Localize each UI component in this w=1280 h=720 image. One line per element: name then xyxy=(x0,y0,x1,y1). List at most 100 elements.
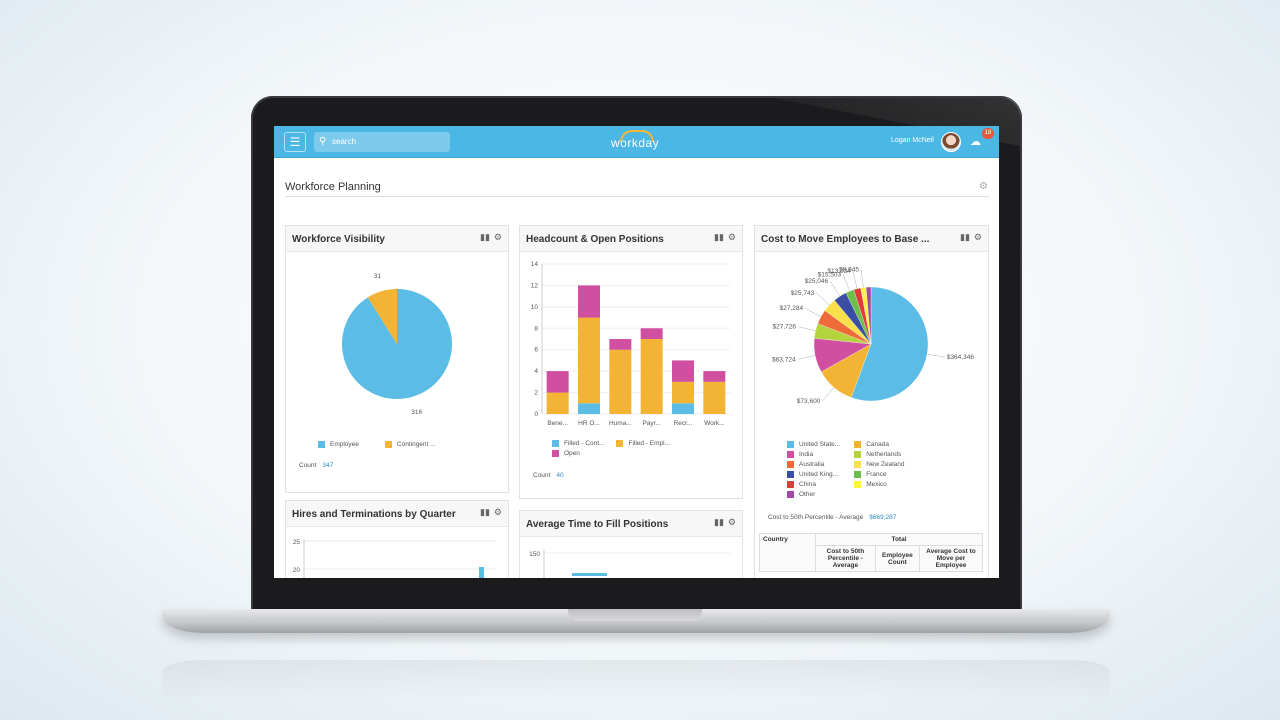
bar-segment[interactable] xyxy=(672,403,694,414)
col-average-cost[interactable]: Average Cost to Move per Employee xyxy=(918,545,984,572)
chart-legend: Filled - Cont... Filled - Empl... Open xyxy=(552,438,670,458)
bar-segment[interactable] xyxy=(609,339,632,350)
bar-segment[interactable] xyxy=(672,360,694,382)
legend-label: Contingent ... xyxy=(396,440,436,448)
data-label: $9,945 xyxy=(839,267,859,274)
data-label: $25,046 xyxy=(805,278,829,285)
panel-title: Headcount & Open Positions xyxy=(526,234,664,245)
count-label: Count xyxy=(533,472,551,479)
legend-item[interactable]: United King... xyxy=(787,469,840,479)
legend-item[interactable]: Other xyxy=(787,489,840,499)
page-title: Workforce Planning xyxy=(285,181,381,193)
hamburger-icon[interactable]: ☰ xyxy=(284,132,306,152)
legend-item[interactable]: United State... xyxy=(787,439,840,449)
chart-toggle-icon[interactable]: ▮▮ xyxy=(480,507,490,517)
legend-item[interactable]: China xyxy=(787,479,840,489)
chart-toggle-icon[interactable]: ▮▮ xyxy=(714,232,724,242)
summary-value[interactable]: $669,287 xyxy=(869,514,897,521)
gear-icon[interactable]: ⚙ xyxy=(727,232,736,242)
bar-segment[interactable] xyxy=(640,328,663,339)
leader-line xyxy=(852,271,858,289)
hires-terminations-panel: Hires and Terminations by Quarter ▮▮ ⚙ 25… xyxy=(285,500,509,578)
bar-segment[interactable] xyxy=(578,285,600,318)
col-employee-count[interactable]: Employee Count xyxy=(874,545,920,572)
legend-item[interactable]: Canada xyxy=(854,439,904,449)
col-cost-50th[interactable]: Cost to 50th Percentile - Average xyxy=(815,545,876,572)
y-tick-label: 150 xyxy=(529,551,540,558)
x-tick-label: Bene... xyxy=(547,420,568,427)
data-label: $364,346 xyxy=(947,354,974,361)
legend-item-filled-cont[interactable]: Filled - Cont... xyxy=(552,438,604,448)
bar-segment[interactable] xyxy=(546,371,569,393)
legend-label: Other xyxy=(799,490,816,498)
legend-label: United King... xyxy=(799,470,839,478)
bar-segment[interactable] xyxy=(703,371,726,382)
panel-title: Workforce Visibility xyxy=(292,234,385,245)
legend-item-contingent[interactable]: Contingent ... xyxy=(384,439,436,449)
bar-segment[interactable] xyxy=(703,381,726,414)
legend-label: Employee xyxy=(330,440,359,448)
legend-label: Filled - Cont... xyxy=(564,439,605,447)
legend-item[interactable]: India xyxy=(787,449,840,459)
legend-label: Australia xyxy=(799,460,825,468)
chart-toggle-icon[interactable]: ▮▮ xyxy=(480,232,490,242)
bar-segment[interactable] xyxy=(546,392,569,414)
cost-to-move-panel: Cost to Move Employees to Base ... ▮▮ ⚙ $… xyxy=(754,225,989,578)
bar[interactable] xyxy=(479,567,484,578)
search-input[interactable]: ⚲ search xyxy=(314,132,450,152)
data-label: $25,743 xyxy=(791,290,815,297)
col-country[interactable]: Country xyxy=(759,533,816,572)
bar-segment[interactable] xyxy=(672,381,694,404)
legend-item-open[interactable]: Open xyxy=(552,448,670,458)
legend-label: France xyxy=(866,470,887,478)
panel-header: Cost to Move Employees to Base ... ▮▮ ⚙ xyxy=(755,226,988,252)
legend-swatch xyxy=(787,480,794,488)
bar[interactable] xyxy=(572,573,607,576)
legend-item[interactable]: Australia xyxy=(787,459,840,469)
count-value[interactable]: 347 xyxy=(322,462,334,469)
legend-swatch xyxy=(552,449,559,457)
y-tick-label: 10 xyxy=(531,304,539,311)
user-name[interactable]: Logan McNeil xyxy=(891,137,934,144)
gear-icon[interactable]: ⚙ xyxy=(973,232,982,242)
page-gear-icon[interactable]: ⚙ xyxy=(979,181,988,192)
count-value[interactable]: 40 xyxy=(556,472,564,479)
bar-segment[interactable] xyxy=(578,403,600,414)
pie-slice[interactable] xyxy=(367,289,397,344)
pie-slice[interactable] xyxy=(865,286,872,345)
cost-to-move-chart: $364,346 $73,600 $63,724 $27,726 $27,284 $25,… xyxy=(772,267,974,405)
legend-item[interactable]: Netherlands xyxy=(854,449,904,459)
bar-segment[interactable] xyxy=(640,339,663,414)
col-total: Total xyxy=(815,533,983,546)
data-label: $13,034 xyxy=(827,268,851,275)
legend-label: India xyxy=(799,450,814,458)
x-tick-label: Recr... xyxy=(674,420,693,427)
legend-swatch xyxy=(854,460,862,468)
bar-segment[interactable] xyxy=(578,317,600,404)
y-tick-label: 25 xyxy=(293,539,301,546)
chart-toggle-icon[interactable]: ▮▮ xyxy=(960,232,970,242)
panel-title: Hires and Terminations by Quarter xyxy=(292,509,456,520)
legend-label: China xyxy=(799,480,816,488)
legend-item[interactable]: Mexico xyxy=(854,479,904,489)
app-screen: ☰ ⚲ search workday Logan McNeil ☁ 18 Wor… xyxy=(274,126,999,578)
chart-toggle-icon[interactable]: ▮▮ xyxy=(714,517,724,527)
chart-legend: Employee Contingent ... xyxy=(318,439,436,449)
legend-column: Canada Netherlands New Zealand France Mexico xyxy=(854,439,905,499)
bar-segment[interactable] xyxy=(609,349,632,414)
gear-icon[interactable]: ⚙ xyxy=(493,507,502,517)
inbox-icon[interactable]: ☁ xyxy=(970,136,981,148)
workday-logo[interactable]: workday xyxy=(611,136,660,150)
legend-item[interactable]: New Zealand xyxy=(854,459,905,469)
gear-icon[interactable]: ⚙ xyxy=(727,517,736,527)
leader-line xyxy=(860,269,864,288)
legend-label: Open xyxy=(564,449,580,457)
legend-label: Filled - Empl... xyxy=(628,439,671,447)
legend-item-filled-empl[interactable]: Filled - Empl... xyxy=(616,438,670,448)
legend-item[interactable]: France xyxy=(854,469,904,479)
avatar[interactable] xyxy=(941,132,961,152)
legend-item-employee[interactable]: Employee xyxy=(318,439,359,449)
legend-label: New Zealand xyxy=(866,460,905,468)
gear-icon[interactable]: ⚙ xyxy=(493,232,502,242)
data-label: 316 xyxy=(411,409,422,416)
